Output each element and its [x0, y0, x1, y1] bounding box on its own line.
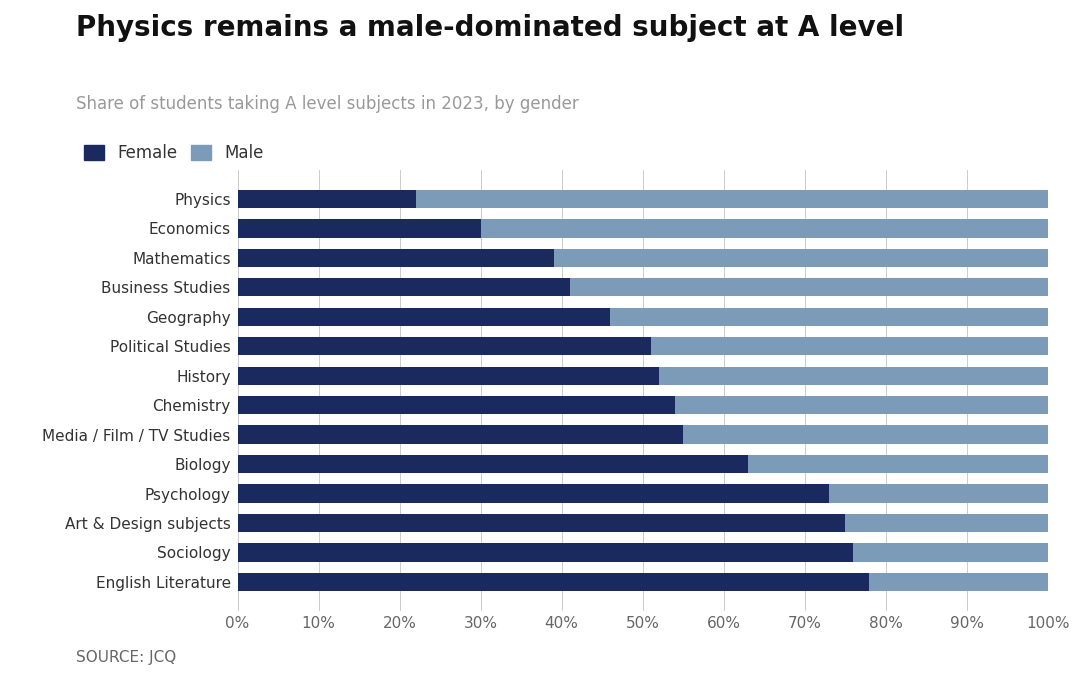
- Bar: [238, 337, 650, 355]
- Bar: [829, 484, 1048, 502]
- Bar: [238, 249, 554, 267]
- Bar: [238, 426, 684, 444]
- Bar: [238, 367, 659, 385]
- Text: Physics remains a male-dominated subject at A level: Physics remains a male-dominated subject…: [76, 14, 904, 41]
- Bar: [238, 514, 846, 532]
- Bar: [238, 484, 829, 502]
- Bar: [675, 396, 1048, 414]
- Bar: [416, 190, 1048, 208]
- Bar: [846, 514, 1048, 532]
- Bar: [238, 573, 869, 591]
- Text: Share of students taking A level subjects in 2023, by gender: Share of students taking A level subject…: [76, 95, 579, 113]
- Bar: [853, 543, 1048, 562]
- Bar: [238, 190, 416, 208]
- Bar: [747, 455, 1048, 473]
- Bar: [610, 308, 1048, 326]
- Bar: [238, 308, 610, 326]
- Bar: [481, 219, 1048, 238]
- Bar: [869, 573, 1048, 591]
- Text: SOURCE: JCQ: SOURCE: JCQ: [76, 650, 176, 665]
- Bar: [570, 278, 1048, 297]
- Bar: [238, 396, 675, 414]
- Bar: [659, 367, 1048, 385]
- Bar: [238, 219, 481, 238]
- Bar: [684, 426, 1048, 444]
- Bar: [650, 337, 1048, 355]
- Bar: [238, 278, 570, 297]
- Bar: [238, 455, 747, 473]
- Bar: [554, 249, 1048, 267]
- Bar: [238, 543, 853, 562]
- Legend: Female, Male: Female, Male: [84, 144, 264, 162]
